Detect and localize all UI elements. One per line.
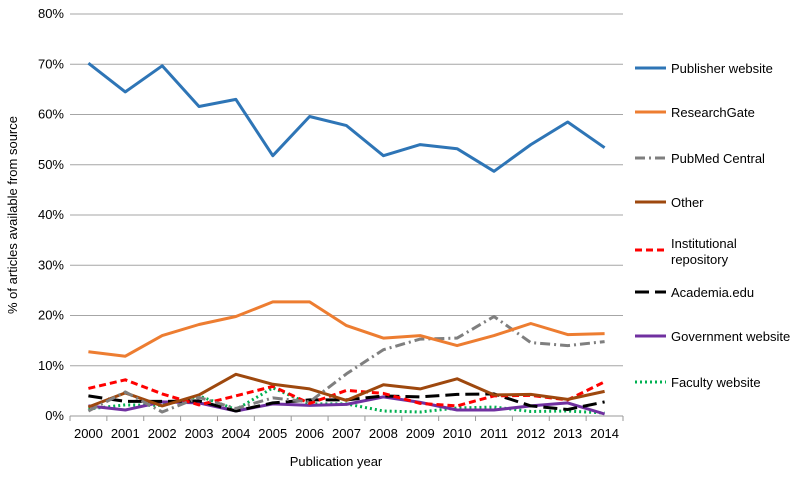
x-tick-label: 2007 [332,426,361,441]
legend-label: Institutional repository [671,236,737,267]
legend: Publisher website ResearchGate PubMed Cent… [635,61,790,390]
x-tick-label: 2013 [553,426,582,441]
y-tick-label: 60% [38,107,64,122]
x-tick-label: 2003 [185,426,214,441]
y-tick-label: 10% [38,358,64,373]
y-tick-label: 40% [38,207,64,222]
series-line [87,372,605,409]
x-axis-ticks: 2000 2001 2002 2003 2004 2005 2006 2007 2008 2009… [69,416,624,441]
x-tick-label: 2012 [516,426,545,441]
series-line [87,62,606,173]
x-tick-label: 2014 [590,426,619,441]
legend-label: Publisher website [671,61,773,76]
x-axis-label: Publication year [290,454,383,469]
series-line [88,300,605,358]
x-tick-label: 2010 [443,426,472,441]
x-tick-label: 2008 [369,426,398,441]
y-tick-label: 80% [38,6,64,21]
y-tick-label: 30% [38,257,64,272]
legend-label: PubMed Central [671,151,765,166]
x-tick-label: 2009 [406,426,435,441]
x-tick-label: 2004 [221,426,250,441]
x-tick-label: 2000 [74,426,103,441]
y-tick-label: 20% [38,308,64,323]
y-tick-label: 50% [38,157,64,172]
gridlines [70,13,623,367]
y-axis-label: % of articles available from source [5,116,20,314]
legend-label: Government website [671,329,790,344]
x-tick-label: 2006 [295,426,324,441]
x-tick-label: 2001 [111,426,140,441]
x-tick-label: 2002 [148,426,177,441]
y-tick-label: 70% [38,56,64,71]
legend-label: ResearchGate [671,105,755,120]
y-tick-label: 0% [45,408,64,423]
legend-label: Academia.edu [671,285,754,300]
x-tick-label: 2005 [258,426,287,441]
y-axis-ticks: 0% 10% 20% 30% 40% 50% 60% 70% 80% [38,6,64,423]
series-line [87,315,605,414]
series-lines [87,62,606,416]
x-tick-label: 2011 [480,426,508,441]
legend-label: Other [671,195,704,210]
legend-label: Faculty website [671,375,761,390]
